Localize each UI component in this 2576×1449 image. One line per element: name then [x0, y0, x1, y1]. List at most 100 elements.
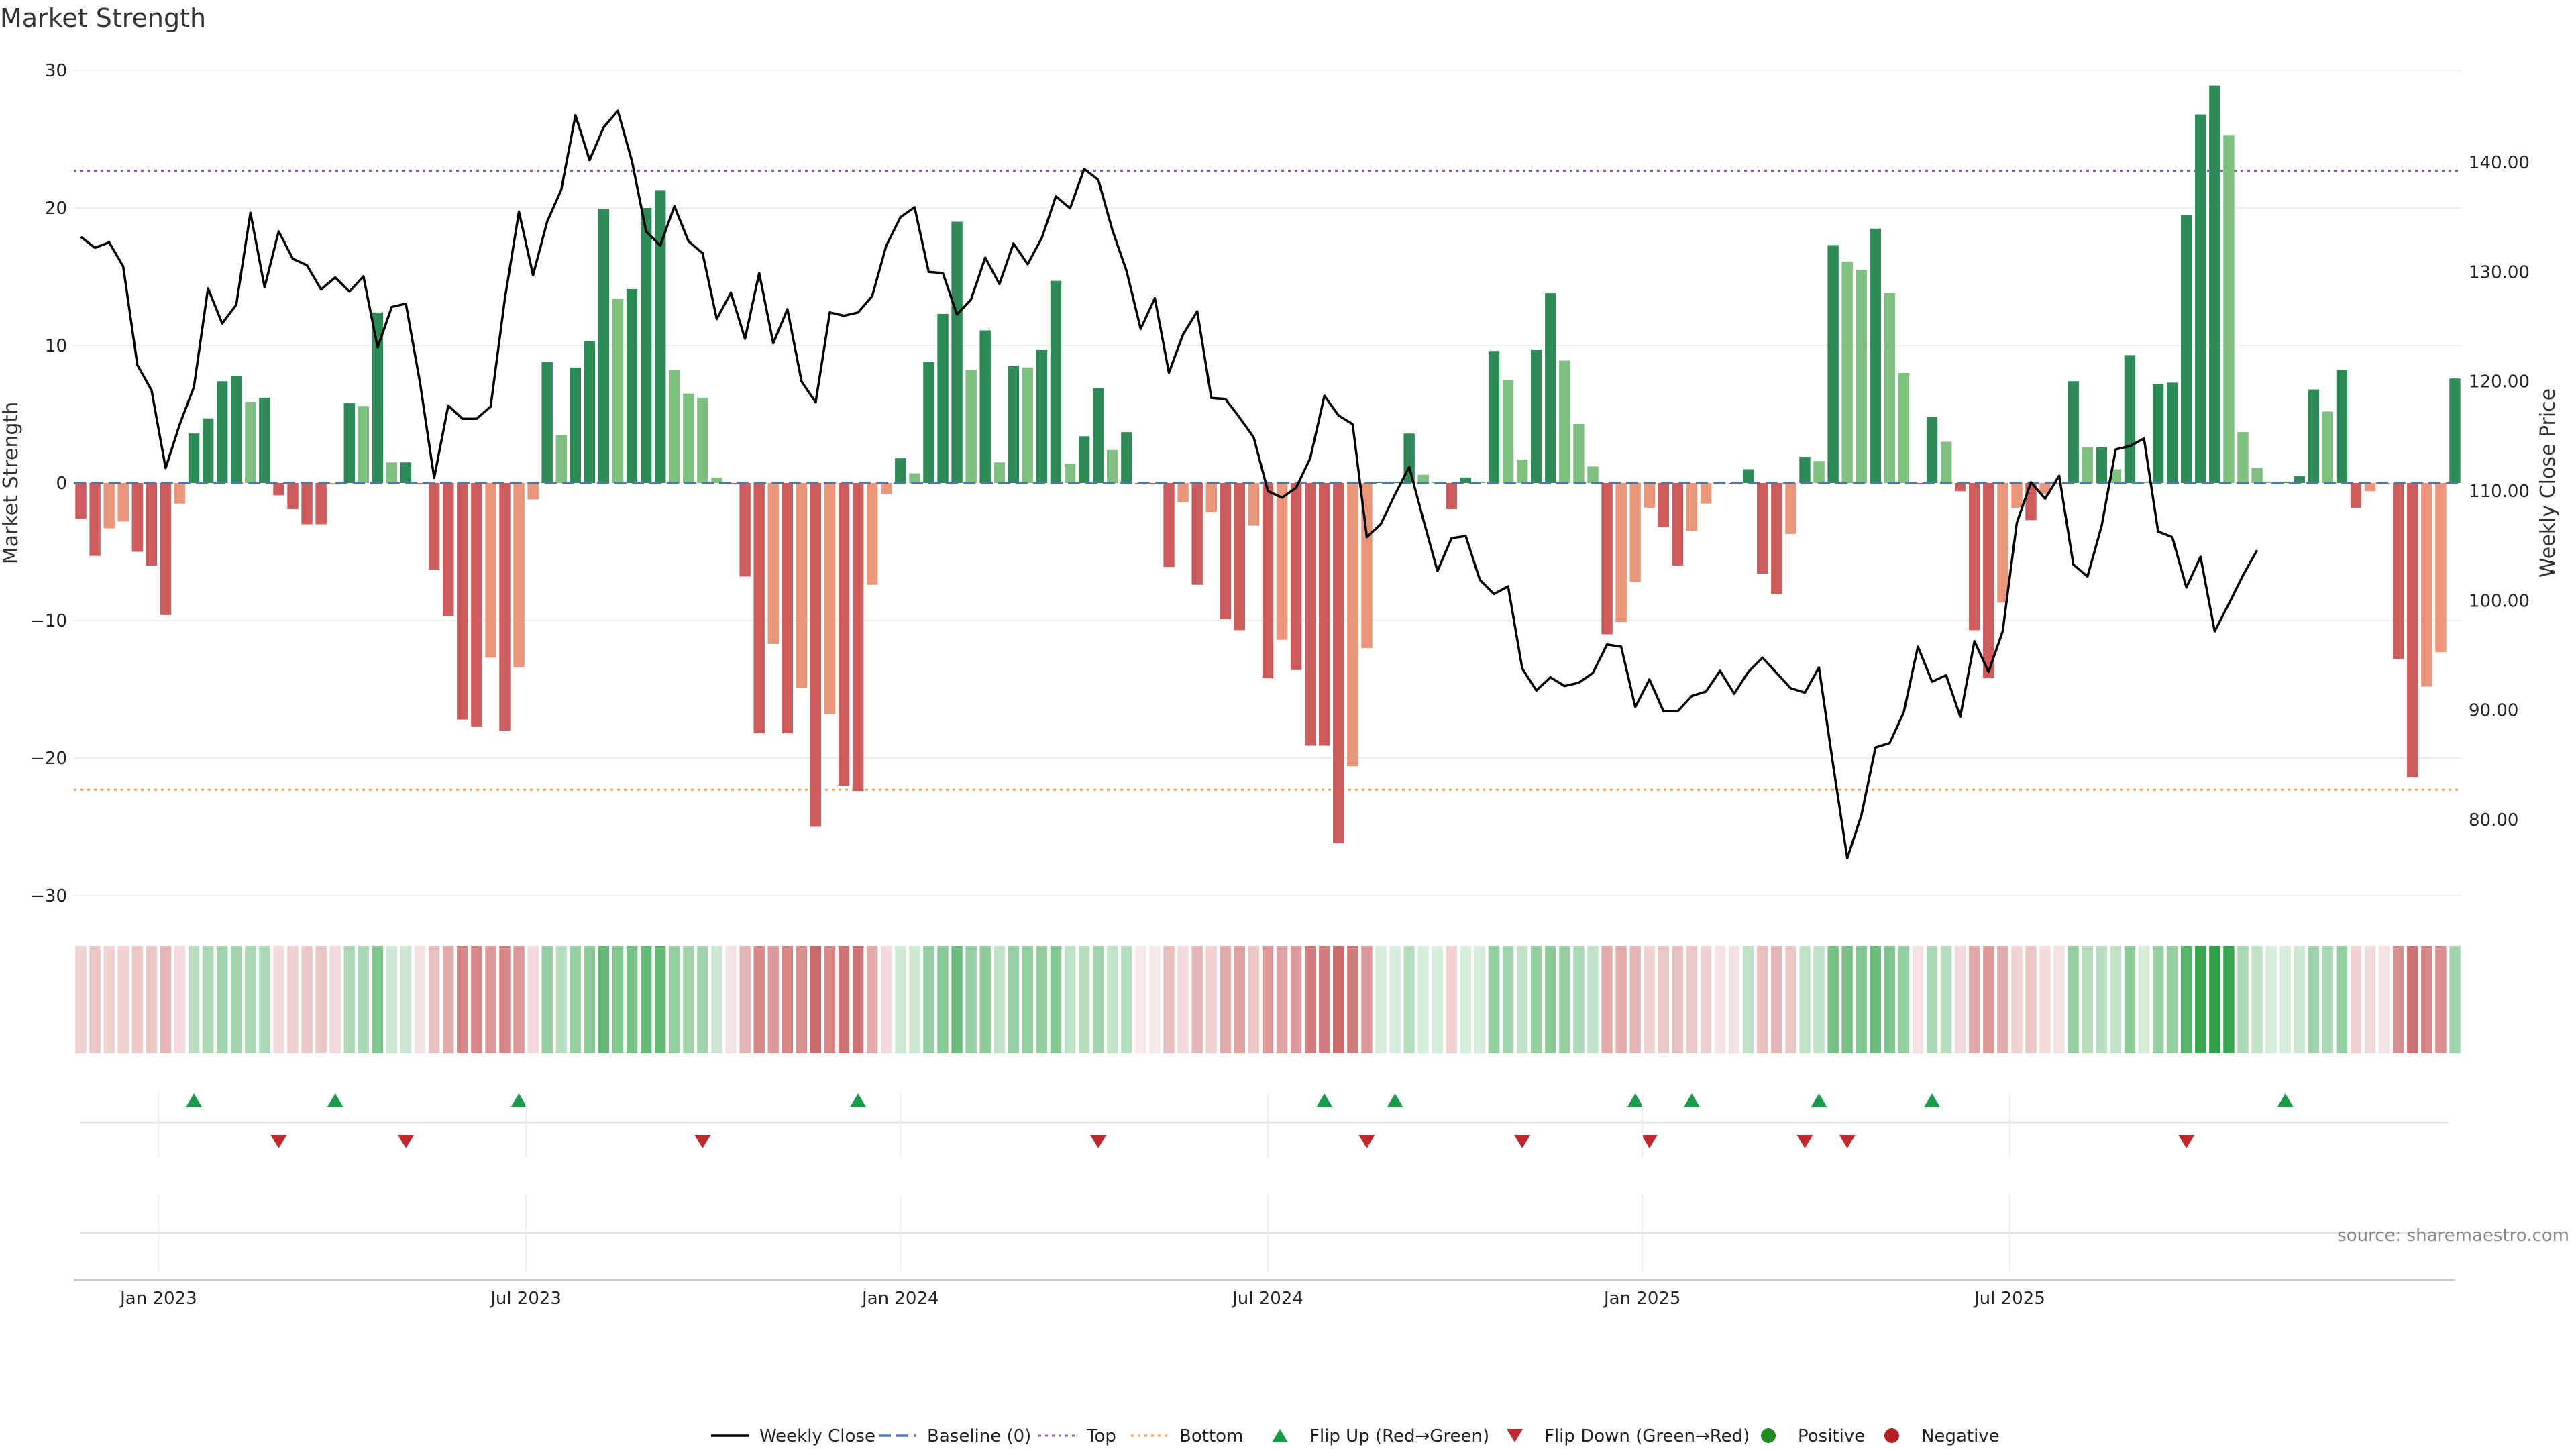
flip-down-marker	[2178, 1135, 2195, 1148]
strength-bar	[1884, 293, 1896, 483]
flip-down-marker	[1839, 1135, 1856, 1148]
heat-cell	[2223, 946, 2235, 1053]
strength-bar	[428, 483, 440, 570]
y2-tick-label: 80.00	[2469, 810, 2518, 830]
heat-cell	[2039, 946, 2051, 1053]
strength-bar	[881, 483, 892, 494]
heat-cell	[485, 946, 496, 1053]
strength-bar	[541, 362, 553, 483]
legend-item: Positive	[1761, 1426, 1865, 1446]
strength-bar	[1290, 483, 1302, 670]
strength-bar	[1615, 483, 1627, 623]
heat-cell	[1700, 946, 1712, 1053]
heat-cell	[2449, 946, 2461, 1053]
x-tick-label: Jul 2024	[1231, 1289, 1303, 1309]
strength-bar	[1799, 457, 1811, 483]
heat-cell	[1389, 946, 1401, 1053]
strength-bars	[75, 85, 2461, 844]
strength-bar	[1078, 436, 1090, 483]
strength-bar	[1460, 477, 1472, 483]
strength-bar	[909, 473, 920, 483]
strength-bar	[965, 370, 977, 483]
heat-cell	[1799, 946, 1811, 1053]
strength-bar	[923, 362, 934, 483]
strength-bar	[131, 483, 144, 552]
heat-cell	[979, 946, 991, 1053]
flip-up-marker	[1683, 1093, 1700, 1107]
heat-cell	[2336, 946, 2348, 1053]
strength-bar	[358, 406, 370, 483]
strength-bar	[711, 477, 722, 483]
heat-cell	[259, 946, 270, 1053]
strength-bar	[527, 483, 539, 500]
heat-cell	[1870, 946, 1882, 1053]
legend-flip-down-icon	[1507, 1429, 1523, 1442]
strength-bar	[1700, 483, 1712, 504]
heat-cell	[1926, 946, 1938, 1053]
heat-cell	[782, 946, 794, 1053]
flip-up-marker	[511, 1093, 527, 1107]
heat-cell	[1304, 946, 1316, 1053]
heat-cell	[287, 946, 299, 1053]
strength-bar	[386, 462, 398, 483]
strength-bar	[838, 483, 850, 786]
heat-cell	[895, 946, 906, 1053]
heat-cell	[923, 946, 934, 1053]
heat-cell	[1022, 946, 1034, 1053]
heat-cell	[725, 946, 737, 1053]
strength-bar	[1036, 350, 1048, 483]
heat-cell	[1785, 946, 1796, 1053]
heat-cell	[231, 946, 242, 1053]
strength-bar	[188, 433, 200, 483]
heat-cell	[1375, 946, 1387, 1053]
strength-bar	[315, 483, 327, 525]
strength-bar	[471, 483, 482, 727]
strength-bar	[2195, 114, 2206, 484]
strength-bar	[2308, 389, 2320, 483]
flip-up-marker	[327, 1093, 343, 1107]
strength-bar	[1050, 280, 1062, 483]
strength-bar	[1983, 483, 1994, 679]
heat-cell	[443, 946, 454, 1053]
x-tick-label: Jan 2024	[861, 1289, 939, 1309]
heat-cell	[1036, 946, 1048, 1053]
y-axis-label: Market Strength	[0, 402, 23, 564]
strength-bar	[1389, 481, 1401, 483]
heat-cell	[2378, 946, 2390, 1053]
heat-cell	[697, 946, 708, 1053]
strength-bar	[1644, 483, 1655, 508]
heat-cell	[1149, 946, 1161, 1053]
heat-cell	[2421, 946, 2432, 1053]
strength-bar	[1177, 483, 1189, 502]
heat-cell	[767, 946, 779, 1053]
heat-cell	[513, 946, 525, 1053]
strength-bar	[937, 313, 949, 483]
strength-bar	[117, 483, 129, 522]
flip-down-marker	[1358, 1135, 1375, 1148]
legend-label: Flip Up (Red→Green)	[1309, 1426, 1489, 1446]
heat-cell	[1460, 946, 1472, 1053]
heat-cell	[1276, 946, 1288, 1053]
x-tick-label: Jan 2023	[119, 1289, 197, 1309]
heat-cell	[1771, 946, 1782, 1053]
heat-cell	[1629, 946, 1641, 1053]
heat-cell	[1093, 946, 1104, 1053]
heat-cell	[2082, 946, 2093, 1053]
strength-bar	[103, 483, 115, 529]
heat-cell	[2011, 946, 2023, 1053]
strength-bar	[2223, 135, 2235, 484]
heat-cell	[1898, 946, 1910, 1053]
strength-bar	[160, 483, 172, 615]
heat-cell	[2166, 946, 2178, 1053]
strength-bar	[1093, 388, 1104, 483]
strength-bar	[1742, 469, 1754, 483]
heat-cell	[273, 946, 284, 1053]
strength-bar	[555, 435, 567, 483]
heat-cell	[174, 946, 186, 1053]
strength-bar	[767, 483, 779, 644]
heat-cell	[852, 946, 864, 1053]
strength-bar	[866, 483, 878, 585]
heat-cell	[1205, 946, 1217, 1053]
strength-bar	[1375, 481, 1387, 483]
